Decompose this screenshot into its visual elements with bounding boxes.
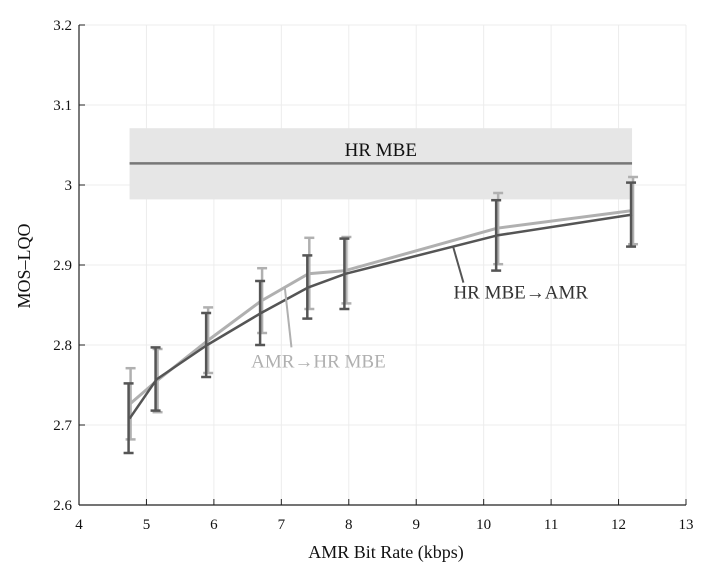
annotation-leader-0 [452, 247, 465, 283]
annotations: HR MBE→AMR AMR→HR MBE [251, 247, 588, 372]
x-tick-label-5: 9 [412, 517, 420, 533]
x-tick-label-3: 7 [278, 517, 286, 533]
x-tick-label-9: 13 [679, 517, 694, 533]
y-tick-label-2: 2.8 [53, 338, 72, 354]
x-axis-title: AMR Bit Rate (kbps) [308, 542, 464, 563]
x-tick-label-6: 10 [476, 517, 491, 533]
y-tick-label-4: 3 [65, 178, 73, 194]
y-tick-label-6: 3.2 [53, 18, 72, 34]
annotation-label-1: AMR→HR MBE [251, 351, 386, 372]
annotation-leader-1 [283, 286, 293, 348]
x-tick-label-4: 8 [345, 517, 353, 533]
y-tick-label-3: 2.9 [53, 258, 72, 274]
x-tick-label-0: 4 [75, 517, 83, 533]
x-tick-label-7: 11 [544, 517, 558, 533]
x-tick-label-2: 6 [210, 517, 218, 533]
y-axis-title: MOS–LQO [14, 223, 34, 308]
x-tick-label-1: 5 [143, 517, 151, 533]
annotation-label-0: HR MBE→AMR [453, 283, 588, 304]
y-tick-label-0: 2.6 [53, 498, 72, 514]
y-tick-label-5: 3.1 [53, 98, 72, 114]
reference-band-label: HR MBE [345, 140, 417, 161]
tick-labels: 4 5 6 7 8 9 10 11 12 13 2.6 2.7 2.8 2.9 3 3.1 3.2 [53, 18, 693, 533]
x-tick-label-8: 12 [611, 517, 626, 533]
axes [78, 24, 687, 506]
reference-band: HR MBE [129, 128, 633, 200]
series-group [123, 175, 639, 455]
y-tick-label-1: 2.7 [53, 418, 72, 434]
series-line-0 [128, 213, 633, 420]
